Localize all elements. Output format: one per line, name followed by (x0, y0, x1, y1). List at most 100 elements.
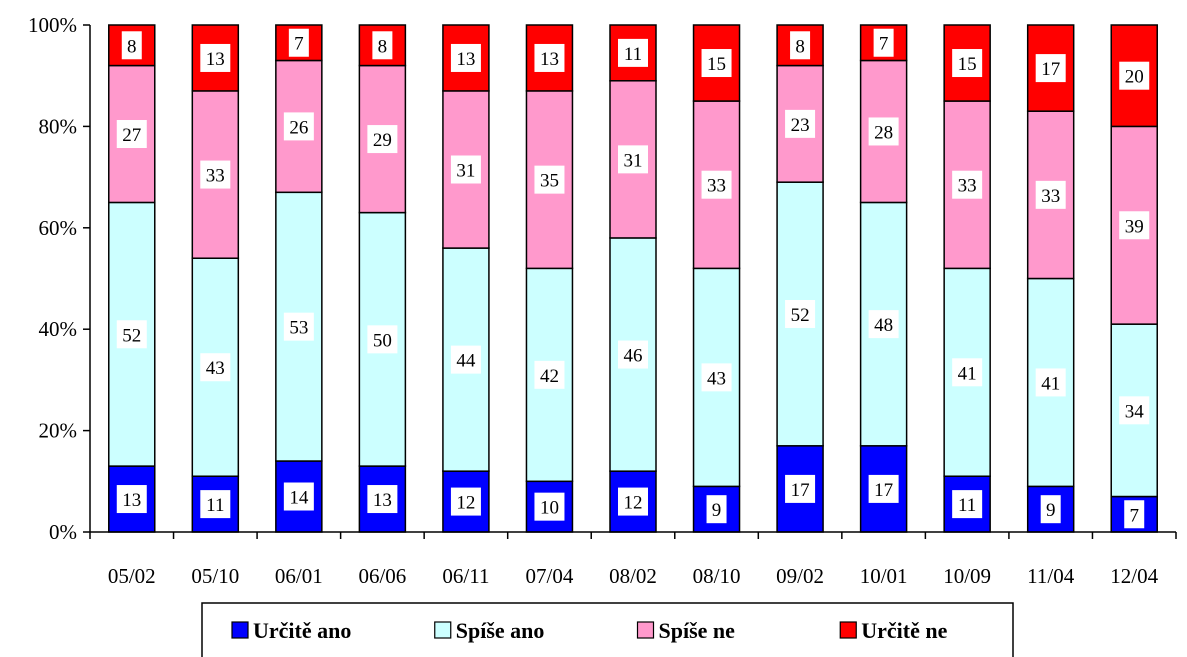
data-label: 7 (879, 34, 889, 55)
data-label-bg (450, 487, 481, 516)
x-tick-label: 05/02 (108, 564, 156, 588)
legend-label: Spíše ne (659, 618, 736, 643)
data-label: 33 (707, 176, 726, 197)
data-label-bg (1040, 495, 1061, 524)
data-label: 53 (289, 318, 308, 339)
data-label-bg (868, 310, 899, 339)
data-label-bg (200, 160, 231, 189)
x-tick-label: 09/02 (776, 564, 824, 588)
x-tick-label: 12/04 (1110, 564, 1158, 588)
data-label: 29 (373, 130, 392, 151)
data-label-bg (1119, 61, 1150, 90)
data-label: 8 (795, 36, 805, 57)
data-label-bg (868, 117, 899, 146)
data-label-bg (952, 170, 983, 199)
data-label: 44 (456, 351, 476, 372)
data-label: 33 (1041, 186, 1060, 207)
bar-stack: 10 42 35 13 (525, 24, 574, 533)
data-label: 33 (958, 176, 977, 197)
data-label-bg (618, 145, 648, 174)
data-label-bg (450, 345, 481, 374)
bar-segment (609, 237, 657, 472)
bar-segment (692, 24, 741, 102)
data-label-bg (618, 487, 648, 516)
x-tick-label: 06/01 (275, 564, 323, 588)
data-label: 20 (1125, 67, 1144, 88)
data-label: 39 (1125, 216, 1144, 237)
data-label: 13 (122, 490, 141, 511)
data-label-bg (952, 358, 983, 387)
data-label-bg (283, 112, 314, 141)
data-label: 15 (707, 54, 726, 75)
data-label: 17 (791, 480, 810, 501)
data-label: 35 (540, 171, 559, 192)
data-label: 46 (624, 346, 643, 367)
data-label: 17 (874, 480, 893, 501)
bar-stack: 17 52 23 8 (776, 24, 824, 533)
bar-stack: 13 50 29 8 (358, 24, 407, 533)
data-label: 7 (1129, 505, 1139, 526)
data-label-bg (534, 360, 565, 389)
data-label: 8 (127, 36, 137, 57)
bar-stack: 9 43 33 15 (692, 24, 741, 533)
legend-box (201, 602, 1014, 657)
data-label-bg (1119, 211, 1150, 240)
data-label-bg (288, 28, 309, 57)
data-label: 13 (540, 49, 559, 70)
data-label-bg (116, 485, 147, 514)
data-label: 12 (624, 493, 643, 514)
data-label: 52 (791, 305, 810, 326)
y-axis: 0% 20% 40% 60% 80% 100% (28, 13, 91, 544)
x-tick-label: 08/02 (609, 564, 657, 588)
data-label: 41 (1041, 373, 1060, 394)
data-label-bg (450, 43, 481, 72)
data-label-bg (1119, 396, 1150, 425)
data-label-bg (1035, 54, 1066, 83)
bar-stack: 11 43 33 13 (191, 24, 240, 533)
bar-stack: 14 53 26 7 (275, 24, 323, 533)
x-tick-label: 08/10 (693, 564, 741, 588)
data-label-bg (116, 120, 147, 149)
data-label: 11 (958, 495, 976, 516)
data-label-bg (450, 155, 481, 184)
legend-swatch (636, 621, 655, 639)
data-label: 8 (378, 36, 388, 57)
data-label-bg (367, 485, 398, 514)
x-tick-label: 10/01 (860, 564, 908, 588)
data-label: 41 (958, 363, 977, 384)
data-label: 17 (1041, 59, 1060, 80)
x-tick-label: 05/10 (191, 564, 239, 588)
data-label: 11 (206, 495, 224, 516)
y-tick-label: 0% (49, 520, 77, 544)
data-label-bg (534, 492, 565, 521)
data-label: 52 (122, 325, 141, 346)
data-label: 13 (456, 49, 475, 70)
legend: Určitě ano Spíše ano Spíše ne Určitě ne (201, 602, 1014, 657)
x-tick-label: 10/09 (943, 564, 991, 588)
bar-segment (525, 267, 574, 483)
bar-stack: 9 41 33 17 (1026, 24, 1075, 533)
data-label: 43 (707, 368, 726, 389)
bar-stack: 7 34 39 20 (1110, 24, 1158, 533)
data-label-bg (200, 353, 231, 382)
data-label-bg (283, 482, 314, 511)
data-label-bg (372, 31, 393, 60)
x-tick-label: 11/04 (1027, 564, 1075, 588)
data-label-bg (785, 109, 816, 138)
data-label: 48 (874, 315, 893, 336)
data-label-bg (706, 495, 727, 524)
data-label: 42 (540, 366, 559, 387)
data-label: 28 (874, 122, 893, 143)
data-label-bg (283, 312, 314, 341)
legend-swatch (839, 621, 857, 639)
data-label-bg (121, 31, 142, 60)
data-label: 23 (791, 115, 810, 136)
data-label: 11 (624, 44, 642, 65)
data-label: 13 (206, 49, 225, 70)
data-label: 12 (456, 493, 475, 514)
data-label-bg (367, 125, 398, 154)
data-label-bg (873, 28, 894, 57)
data-label-bg (200, 43, 231, 72)
data-label-bg (367, 325, 398, 354)
